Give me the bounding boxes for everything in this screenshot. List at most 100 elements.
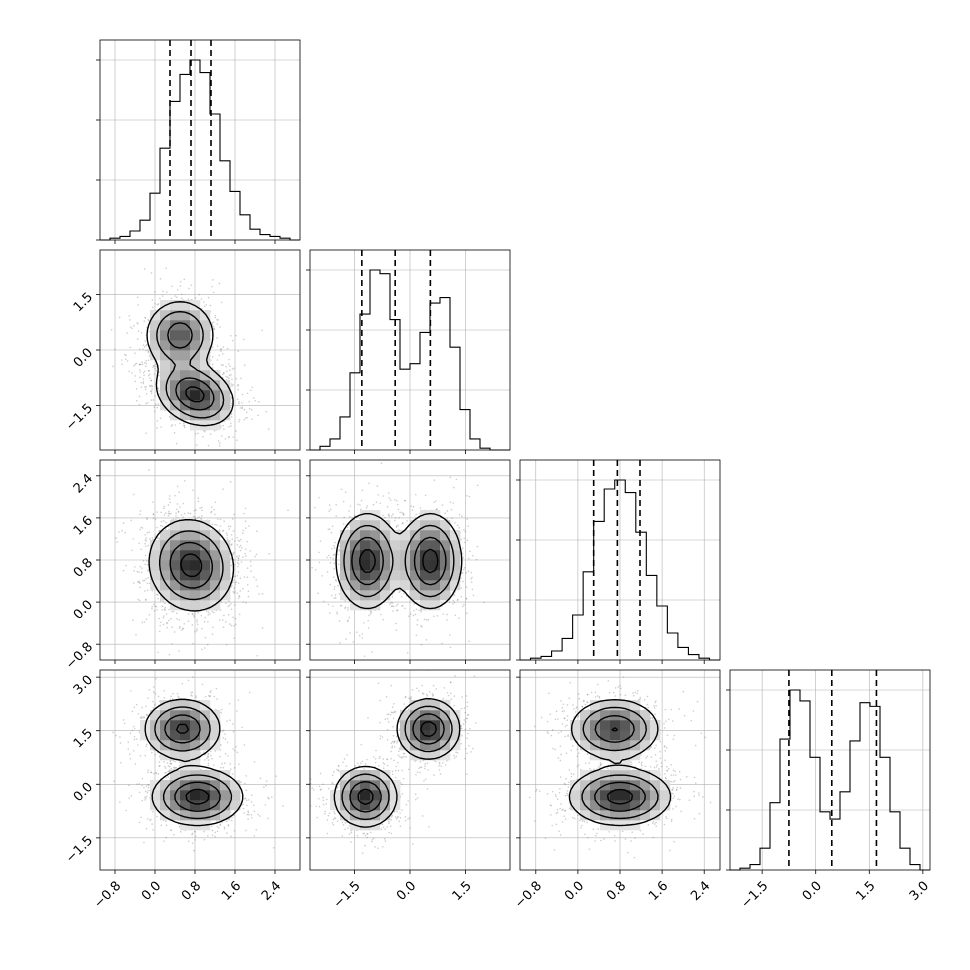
sample-point bbox=[189, 512, 192, 515]
sample-point bbox=[216, 524, 218, 526]
sample-point bbox=[237, 557, 240, 560]
sample-point bbox=[142, 381, 145, 383]
sample-point bbox=[134, 380, 137, 383]
sample-point bbox=[135, 388, 138, 390]
density-cell bbox=[180, 410, 191, 421]
sample-point bbox=[331, 547, 333, 550]
sample-point bbox=[334, 597, 337, 599]
density-cell bbox=[210, 370, 221, 381]
sample-point bbox=[225, 375, 228, 378]
sample-point bbox=[435, 500, 437, 502]
sample-point bbox=[333, 568, 335, 570]
sample-point bbox=[126, 332, 128, 334]
sample-point bbox=[451, 517, 453, 520]
sample-point bbox=[138, 369, 141, 371]
sample-point bbox=[207, 296, 210, 299]
sample-point bbox=[328, 504, 331, 506]
sample-point bbox=[332, 557, 334, 560]
sample-point bbox=[154, 367, 156, 370]
sample-point bbox=[134, 375, 136, 377]
sample-point bbox=[152, 364, 155, 367]
density-cell bbox=[360, 510, 371, 521]
density-cell bbox=[160, 570, 171, 581]
sample-point bbox=[446, 613, 448, 616]
sample-point bbox=[230, 564, 233, 567]
sample-point bbox=[150, 818, 152, 821]
sample-point bbox=[425, 639, 428, 641]
sample-point bbox=[176, 612, 178, 615]
sample-point bbox=[220, 364, 223, 366]
sample-point bbox=[212, 321, 215, 324]
sample-point bbox=[195, 509, 197, 511]
sample-point bbox=[222, 424, 225, 427]
density-cell bbox=[220, 580, 231, 591]
sample-point bbox=[230, 413, 233, 416]
sample-point bbox=[110, 328, 113, 331]
sample-point bbox=[180, 629, 183, 631]
sample-point bbox=[406, 652, 409, 654]
density-cell bbox=[380, 590, 391, 601]
sample-point bbox=[113, 780, 115, 782]
sample-point bbox=[196, 628, 198, 630]
sample-point bbox=[412, 614, 415, 617]
sample-point bbox=[391, 596, 394, 598]
sample-point bbox=[161, 525, 164, 528]
sample-point bbox=[239, 407, 242, 409]
sample-point bbox=[214, 523, 216, 526]
density-cell bbox=[220, 590, 231, 601]
density-cell bbox=[180, 380, 191, 391]
sample-point bbox=[149, 385, 152, 388]
sample-point bbox=[244, 417, 247, 419]
x-tick-label: 3.0 bbox=[907, 879, 932, 904]
sample-point bbox=[367, 619, 369, 622]
sample-point bbox=[222, 529, 225, 532]
density-cell bbox=[190, 320, 201, 331]
sample-point bbox=[370, 611, 373, 614]
sample-point bbox=[138, 542, 140, 545]
density-cell bbox=[210, 580, 221, 591]
contour-line bbox=[169, 541, 213, 589]
density-layer bbox=[112, 676, 284, 852]
sample-point bbox=[338, 549, 341, 552]
sample-point bbox=[221, 763, 223, 765]
sample-point bbox=[441, 642, 443, 645]
sample-point bbox=[460, 587, 463, 589]
sample-point bbox=[112, 365, 114, 368]
density-cell bbox=[210, 550, 221, 561]
sample-point bbox=[136, 322, 138, 324]
sample-point bbox=[205, 304, 208, 306]
sample-point bbox=[132, 493, 135, 496]
sample-point bbox=[152, 399, 155, 401]
sample-point bbox=[318, 561, 321, 564]
scatter-panel-2-1: −1.50.01.5 bbox=[63, 249, 301, 454]
sample-point bbox=[217, 440, 220, 442]
density-cell bbox=[370, 600, 381, 611]
sample-point bbox=[145, 577, 147, 580]
sample-point bbox=[167, 514, 170, 517]
density-cell bbox=[450, 550, 461, 561]
sample-point bbox=[216, 825, 219, 828]
sample-point bbox=[124, 358, 127, 361]
sample-point bbox=[375, 501, 378, 503]
density-cell bbox=[210, 590, 221, 601]
density-cell bbox=[440, 520, 451, 531]
sample-point bbox=[392, 610, 394, 612]
sample-point bbox=[212, 325, 215, 328]
sample-point bbox=[251, 418, 253, 420]
sample-point bbox=[420, 643, 423, 646]
sample-point bbox=[154, 753, 157, 756]
density-cell bbox=[170, 400, 181, 411]
sample-point bbox=[145, 705, 147, 708]
sample-point bbox=[175, 515, 177, 517]
density-cell bbox=[430, 530, 441, 541]
sample-point bbox=[358, 634, 361, 637]
sample-point bbox=[152, 513, 155, 515]
sample-point bbox=[197, 612, 199, 614]
sample-point bbox=[404, 499, 406, 502]
panel-frame bbox=[309, 249, 511, 451]
sample-point bbox=[319, 540, 322, 542]
sample-point bbox=[336, 613, 339, 615]
sample-point bbox=[200, 517, 202, 520]
sample-point bbox=[416, 665, 418, 667]
sample-point bbox=[160, 524, 162, 527]
